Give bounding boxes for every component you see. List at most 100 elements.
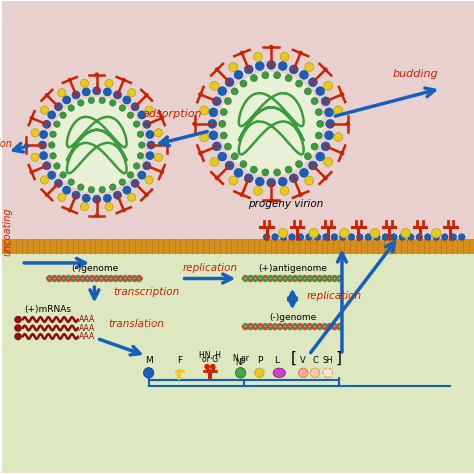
Circle shape bbox=[224, 98, 231, 105]
Circle shape bbox=[399, 234, 406, 240]
Circle shape bbox=[145, 176, 153, 184]
Circle shape bbox=[113, 91, 122, 99]
Text: (-)genome: (-)genome bbox=[269, 312, 316, 321]
Circle shape bbox=[138, 111, 146, 119]
Circle shape bbox=[105, 79, 113, 87]
Circle shape bbox=[231, 88, 238, 95]
Text: [: [ bbox=[291, 350, 296, 365]
Circle shape bbox=[262, 72, 269, 79]
Circle shape bbox=[144, 368, 154, 378]
Circle shape bbox=[200, 106, 209, 115]
Circle shape bbox=[323, 234, 329, 240]
Circle shape bbox=[295, 161, 302, 168]
Circle shape bbox=[200, 133, 209, 142]
Circle shape bbox=[155, 129, 163, 137]
Circle shape bbox=[458, 234, 465, 240]
Circle shape bbox=[93, 87, 101, 95]
Circle shape bbox=[119, 105, 126, 111]
Circle shape bbox=[348, 234, 355, 240]
Circle shape bbox=[219, 120, 226, 128]
Text: AAA: AAA bbox=[79, 332, 96, 341]
Circle shape bbox=[128, 89, 136, 97]
Text: ion: ion bbox=[0, 139, 13, 149]
Circle shape bbox=[210, 157, 219, 166]
Circle shape bbox=[146, 130, 154, 138]
Circle shape bbox=[138, 142, 145, 148]
Circle shape bbox=[297, 234, 304, 240]
Circle shape bbox=[95, 213, 99, 218]
Circle shape bbox=[323, 67, 328, 72]
Circle shape bbox=[239, 192, 244, 197]
Circle shape bbox=[239, 51, 244, 55]
Circle shape bbox=[298, 192, 303, 197]
Circle shape bbox=[14, 324, 22, 332]
Circle shape bbox=[14, 316, 22, 323]
Circle shape bbox=[47, 171, 56, 179]
Text: replication: replication bbox=[182, 264, 237, 273]
Text: (+)antigenome: (+)antigenome bbox=[258, 264, 327, 273]
Circle shape bbox=[326, 119, 335, 128]
Circle shape bbox=[123, 96, 131, 104]
Circle shape bbox=[273, 169, 281, 176]
Circle shape bbox=[269, 45, 273, 50]
Circle shape bbox=[401, 228, 410, 238]
Circle shape bbox=[43, 162, 51, 170]
Circle shape bbox=[31, 153, 39, 161]
Circle shape bbox=[43, 120, 51, 128]
Circle shape bbox=[321, 142, 330, 151]
Circle shape bbox=[280, 52, 289, 61]
Circle shape bbox=[88, 97, 95, 104]
Circle shape bbox=[220, 132, 227, 139]
Circle shape bbox=[346, 121, 350, 126]
Circle shape bbox=[356, 234, 363, 240]
Circle shape bbox=[40, 176, 48, 184]
Circle shape bbox=[215, 176, 219, 181]
Circle shape bbox=[309, 161, 317, 170]
Circle shape bbox=[425, 234, 431, 240]
Circle shape bbox=[315, 109, 322, 116]
Circle shape bbox=[78, 100, 84, 106]
Circle shape bbox=[339, 234, 346, 240]
Circle shape bbox=[38, 141, 46, 149]
Circle shape bbox=[78, 184, 84, 191]
Circle shape bbox=[103, 194, 111, 202]
Circle shape bbox=[55, 103, 63, 111]
Circle shape bbox=[82, 194, 90, 202]
Text: (-)genome: (-)genome bbox=[71, 264, 118, 273]
Circle shape bbox=[224, 143, 231, 150]
Circle shape bbox=[244, 65, 253, 74]
Circle shape bbox=[133, 121, 140, 128]
Circle shape bbox=[155, 153, 163, 161]
Circle shape bbox=[267, 178, 276, 187]
Circle shape bbox=[374, 234, 380, 240]
Text: uncoating: uncoating bbox=[2, 207, 12, 255]
Circle shape bbox=[323, 176, 328, 181]
Circle shape bbox=[273, 72, 281, 79]
Circle shape bbox=[145, 93, 149, 97]
Circle shape bbox=[58, 89, 66, 97]
Circle shape bbox=[321, 97, 330, 106]
Circle shape bbox=[305, 176, 314, 185]
Circle shape bbox=[68, 179, 74, 185]
Circle shape bbox=[325, 131, 334, 140]
Text: ]: ] bbox=[336, 350, 342, 365]
Circle shape bbox=[289, 234, 295, 240]
Circle shape bbox=[370, 228, 380, 238]
Circle shape bbox=[105, 203, 113, 211]
Circle shape bbox=[240, 80, 247, 87]
Circle shape bbox=[198, 151, 203, 155]
Text: SH: SH bbox=[323, 356, 333, 365]
Circle shape bbox=[68, 208, 72, 212]
Circle shape bbox=[225, 78, 234, 87]
Text: transcription: transcription bbox=[113, 286, 180, 297]
Circle shape bbox=[60, 112, 66, 118]
Text: adsorption: adsorption bbox=[143, 109, 202, 119]
Circle shape bbox=[324, 157, 332, 166]
Circle shape bbox=[278, 62, 287, 71]
Circle shape bbox=[323, 368, 333, 377]
Circle shape bbox=[160, 170, 164, 174]
FancyBboxPatch shape bbox=[2, 1, 474, 252]
Circle shape bbox=[143, 162, 151, 170]
Circle shape bbox=[204, 364, 210, 370]
Text: AAA: AAA bbox=[79, 315, 96, 324]
